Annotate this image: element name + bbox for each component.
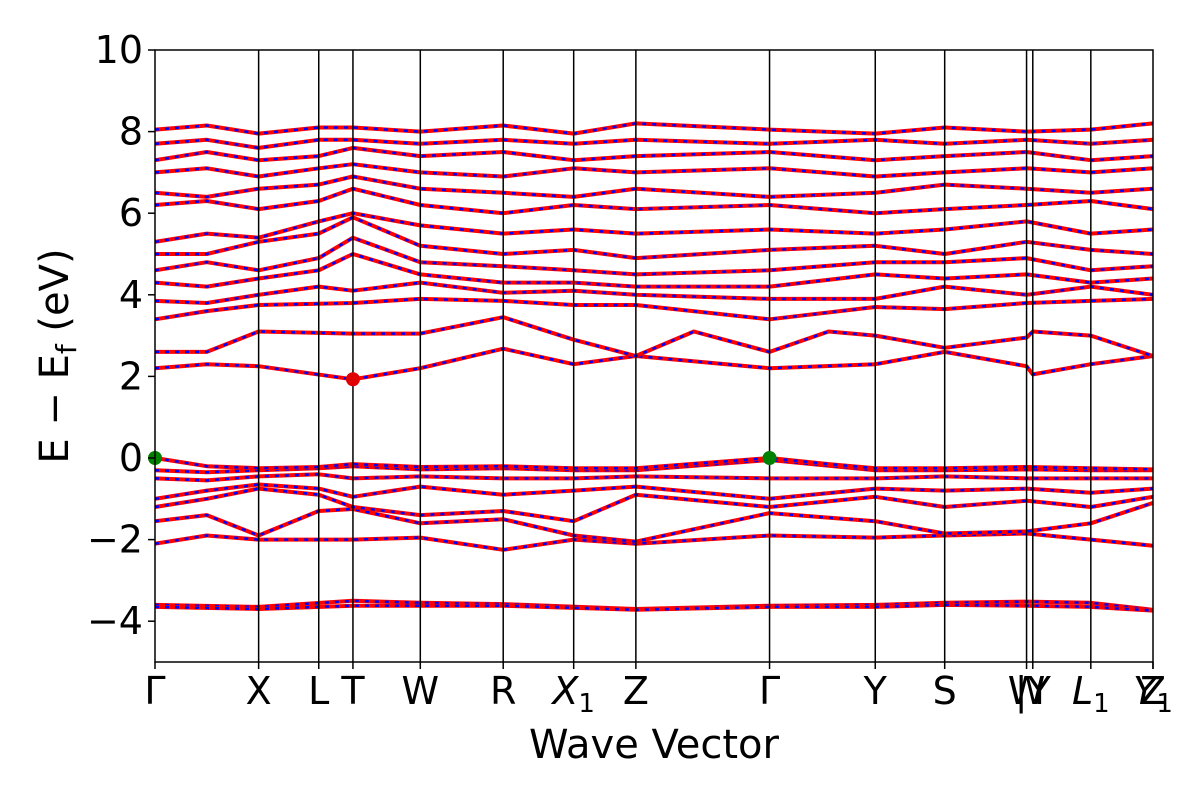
y-axis-label-main: E − E <box>32 354 78 464</box>
y-axis-label: E − Ef (eV) <box>32 248 83 463</box>
kpoint-label-1: X <box>246 669 272 713</box>
band-2-spin-down <box>154 532 1154 552</box>
y-tick-label-2: 0 <box>119 436 143 480</box>
kpoint-label-7: Z <box>623 669 649 713</box>
kpoint-lines <box>257 50 1092 662</box>
kpoint-label-5: R <box>490 669 516 713</box>
kpoint-label-15: Z <box>1140 669 1166 713</box>
band-21-spin-down <box>154 138 1154 150</box>
special-point-1 <box>762 451 777 465</box>
y-tick-label-6: 8 <box>119 110 143 154</box>
y-tick-label-7: 10 <box>95 28 143 72</box>
special-points-layer <box>148 372 777 465</box>
kpoint-label-0: Γ <box>144 669 165 713</box>
y-tick-label-3: 2 <box>119 354 143 398</box>
band-8-spin-down <box>154 456 1154 471</box>
kpoint-label-11: W <box>1008 669 1046 713</box>
band-10-spin-down <box>155 315 1154 358</box>
band-1-spin-down <box>154 603 1154 612</box>
bands-layer <box>154 121 1154 613</box>
band-11-spin-up <box>154 296 1154 322</box>
y-tick-label-1: −2 <box>87 518 143 562</box>
band-11-spin-down <box>154 297 1154 321</box>
band-0-spin-down <box>154 599 1154 612</box>
x-ticks: Γ X L T W R X1 Z Γ Y S W|Y L1 Y1Z <box>144 662 1173 719</box>
band-17-spin-down <box>154 187 1154 215</box>
plot-frame <box>154 49 1154 663</box>
y-axis-label-tail: (eV) <box>32 248 78 344</box>
kpoint-label-4: W <box>402 669 440 713</box>
band-10-spin-up <box>155 315 1154 358</box>
y-tick-label-5: 6 <box>119 191 143 235</box>
band-6-spin-up <box>154 472 1153 483</box>
kpoint-label-14: Y1 <box>1133 669 1173 719</box>
y-axis-label-sub: f <box>50 343 83 354</box>
y-tick-label-4: 4 <box>119 273 143 317</box>
kpoint-label-2: L <box>308 669 329 713</box>
x-axis-label: Wave Vector <box>529 722 780 768</box>
kpoint-label-3: T <box>340 669 365 713</box>
kpoint-label-6: X1 <box>550 669 595 719</box>
y-ticks: −4 −2 0 2 4 6 8 10 <box>87 28 155 643</box>
band-17-spin-up <box>154 186 1154 216</box>
band-1-spin-up <box>154 602 1154 613</box>
kpoint-label-12: |Y <box>1015 669 1052 714</box>
band-16-spin-down <box>154 211 1154 244</box>
kpoint-label-9: Y <box>863 669 888 713</box>
band-18-spin-down <box>154 175 1154 199</box>
kpoint-label-10: S <box>933 669 957 713</box>
special-point-2 <box>345 372 360 387</box>
kpoint-label-13: L1 <box>1072 669 1110 719</box>
band-9-spin-up <box>154 346 1154 382</box>
kpoint-label-8: Γ <box>759 669 780 713</box>
y-tick-label-0: −4 <box>87 599 143 643</box>
band-13-spin-down <box>154 252 1154 288</box>
band-6-spin-down <box>154 473 1153 482</box>
